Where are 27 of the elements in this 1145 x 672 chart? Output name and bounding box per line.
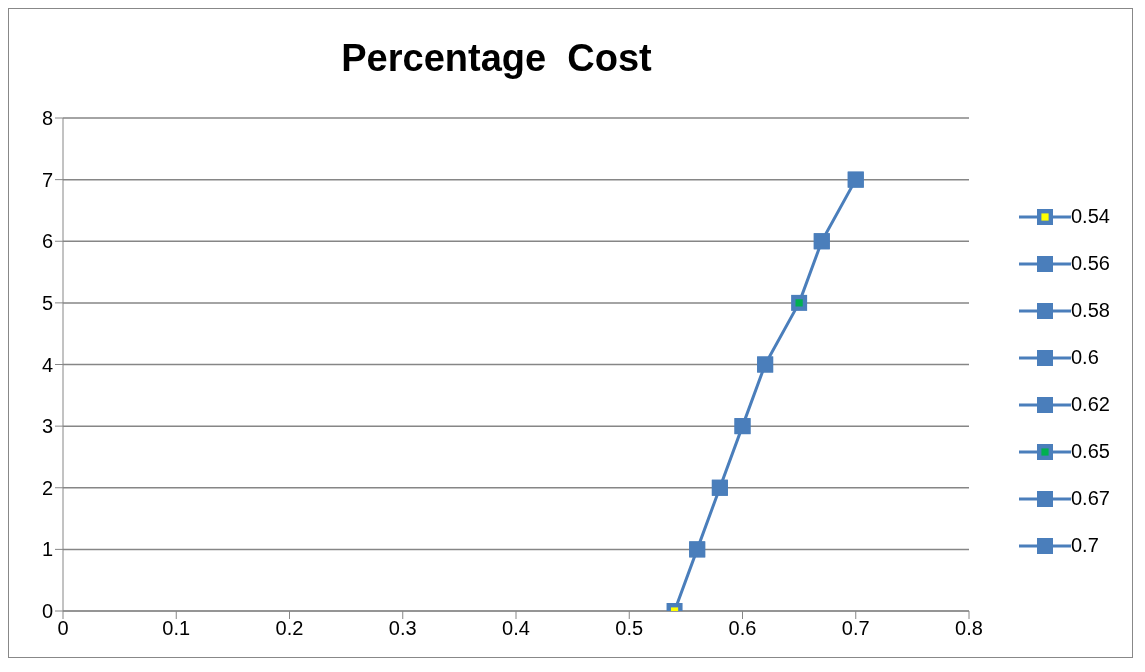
legend-label: 0.56 [1071, 252, 1110, 275]
x-tick-label: 0.3 [388, 617, 417, 640]
y-tick-label: 1 [41, 538, 53, 561]
y-tick-label: 6 [41, 230, 53, 253]
x-tick-label: 0.5 [615, 617, 644, 640]
legend-label: 0.58 [1071, 299, 1110, 322]
x-tick-label: 0.4 [502, 617, 530, 640]
x-tick-label: 0.2 [275, 617, 304, 640]
x-tick-label: 0.1 [162, 617, 191, 640]
y-tick-label: 5 [41, 291, 53, 314]
y-tick-label: 3 [41, 415, 53, 438]
y-tick-label: 0 [41, 600, 53, 623]
x-tick-label: 0.8 [955, 617, 983, 640]
legend-label: 0.65 [1071, 440, 1110, 463]
chart-title: Percentage Cost [340, 37, 653, 80]
y-tick-label: 7 [41, 168, 53, 191]
y-tick-label: 8 [41, 107, 53, 130]
y-tick-label: 4 [41, 353, 53, 376]
x-tick-label: 0.6 [728, 617, 757, 640]
legend-label: 0.67 [1071, 487, 1110, 510]
legend-label: 0.6 [1071, 346, 1099, 369]
legend-label: 0.7 [1071, 534, 1099, 557]
legend-label: 0.54 [1071, 205, 1110, 228]
y-tick-label: 2 [41, 476, 53, 499]
legend-label: 0.62 [1071, 393, 1110, 416]
x-tick-label: 0.7 [841, 617, 870, 640]
x-tick-label: 0 [57, 617, 69, 640]
